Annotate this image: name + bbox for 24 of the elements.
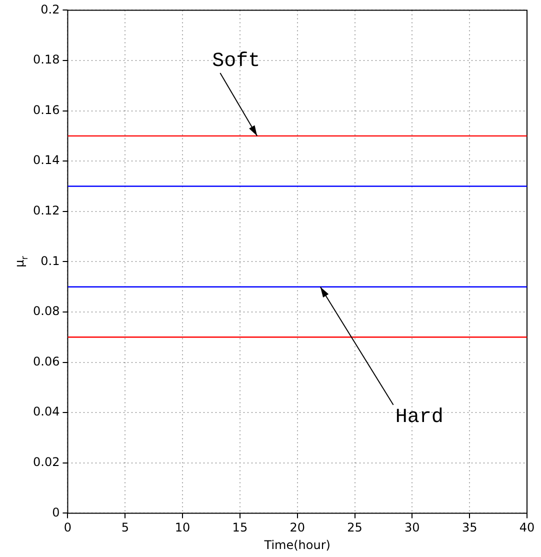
x-tick-label: 40 bbox=[519, 520, 535, 535]
y-tick-label: 0.1 bbox=[40, 254, 60, 268]
y-tick-label: 0.18 bbox=[33, 52, 60, 67]
y-axis-title: μr bbox=[12, 256, 31, 268]
y-tick-label: 0.2 bbox=[40, 2, 60, 16]
x-tick-label: 10 bbox=[174, 520, 190, 535]
y-tick-label: 0.14 bbox=[33, 153, 60, 168]
annotation: Hard bbox=[395, 406, 444, 430]
x-tick-label: 5 bbox=[121, 520, 129, 535]
y-tick-label: 0.12 bbox=[33, 204, 60, 218]
x-axis-title: Time(hour) bbox=[263, 538, 330, 552]
x-tick-label: 30 bbox=[404, 520, 420, 535]
annotation: Soft bbox=[212, 50, 260, 74]
x-tick-label: 0 bbox=[64, 520, 72, 535]
y-tick-label: 0.06 bbox=[33, 354, 60, 368]
x-tick-label: 25 bbox=[347, 520, 362, 535]
x-tick-label: 35 bbox=[462, 520, 478, 535]
x-tick-label: 15 bbox=[232, 520, 248, 535]
x-tick-label: 20 bbox=[290, 520, 305, 535]
y-tick-label: 0.02 bbox=[33, 455, 60, 470]
y-tick-label: 0.16 bbox=[33, 102, 60, 117]
y-tick-label: 0 bbox=[52, 505, 60, 520]
y-tick-label: 0.04 bbox=[33, 404, 60, 419]
y-tick-label: 0.08 bbox=[33, 304, 60, 318]
